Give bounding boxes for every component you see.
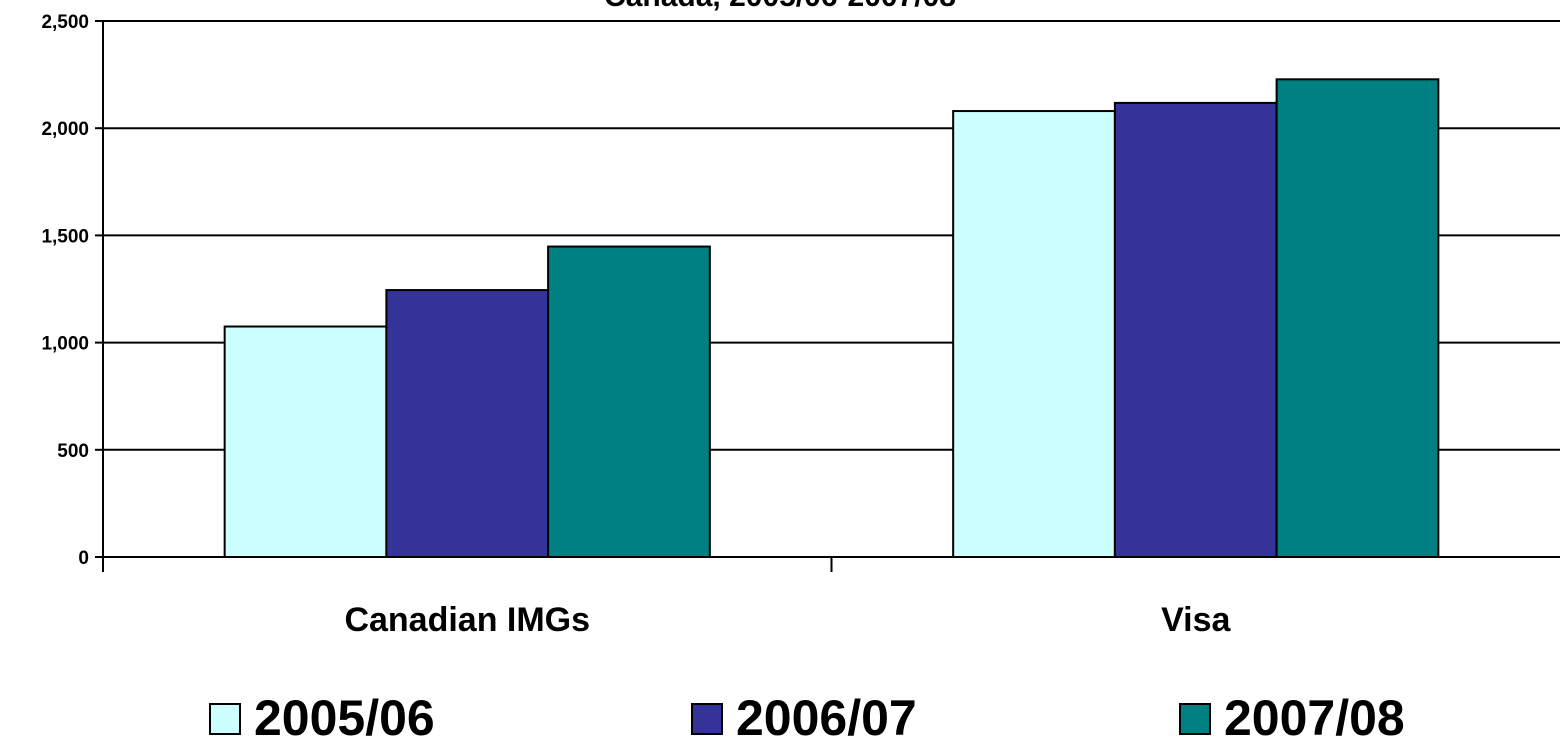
x-category-label-1: Visa	[1161, 601, 1231, 639]
bar-visa-2005-06	[952, 110, 1116, 558]
bar-canadian-imgs-2006-07	[385, 289, 550, 558]
legend-swatch-1	[691, 703, 723, 735]
bar-canadian-imgs-2007-08	[547, 245, 711, 558]
y-tick-labels: 0 500 1,000 1,500 2,000 2,500	[41, 12, 89, 569]
legend: 2005/06 2006/07 2007/08	[209, 690, 1405, 739]
y-tick-label-1: 500	[57, 441, 89, 462]
axes	[95, 20, 1560, 572]
bar-visa-2007-08	[1275, 78, 1440, 558]
bars	[223, 78, 1440, 559]
legend-label-1: 2006/07	[736, 690, 917, 739]
y-tick-label-2: 1,000	[41, 334, 89, 355]
y-tick-label-4: 2,000	[41, 119, 89, 140]
bar-visa-2006-07	[1113, 101, 1278, 559]
bar-canadian-imgs-2005-06	[223, 325, 388, 558]
y-tick-label-0: 0	[78, 548, 89, 569]
y-tick-label-3: 1,500	[41, 226, 89, 247]
legend-label-0: 2005/06	[254, 690, 435, 739]
legend-label-2: 2007/08	[1224, 690, 1405, 739]
y-tick-label-5: 2,500	[41, 12, 89, 33]
x-category-label-0: Canadian IMGs	[344, 601, 590, 639]
legend-swatch-2	[1179, 703, 1211, 735]
x-category-labels: Canadian IMGs Visa	[344, 601, 1231, 639]
chart-title: Canada, 2005/06-2007/08	[604, 0, 956, 13]
legend-swatch-0	[209, 703, 241, 735]
